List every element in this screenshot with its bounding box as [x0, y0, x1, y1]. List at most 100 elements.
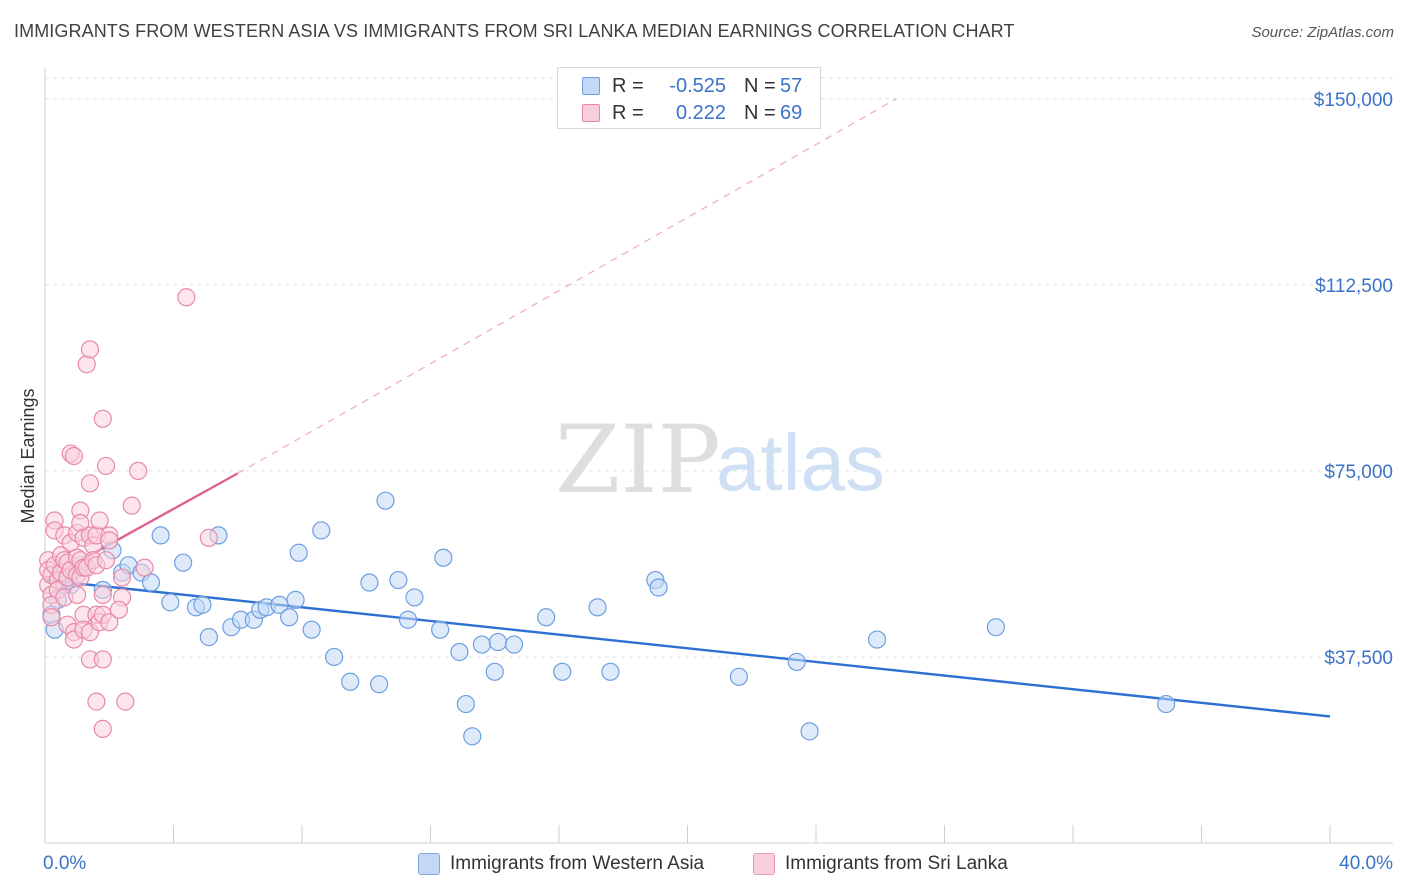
source-label: Source: ZipAtlas.com — [1251, 24, 1394, 41]
chart-title: IMMIGRANTS FROM WESTERN ASIA VS IMMIGRAN… — [14, 21, 1015, 41]
point-western-asia — [360, 573, 379, 592]
point-sri-lanka — [93, 650, 112, 669]
point-western-asia — [312, 521, 331, 540]
bottom-legend-label: Immigrants from Western Asia — [450, 853, 705, 874]
legend-n-label: N = — [744, 101, 776, 124]
point-sri-lanka — [80, 474, 100, 493]
point-sri-lanka — [42, 608, 61, 627]
bottom-legend-western-asia: Immigrants from Western Asia — [418, 852, 704, 876]
point-western-asia — [389, 570, 408, 590]
point-western-asia — [398, 610, 418, 629]
point-western-asia — [787, 652, 806, 672]
axes-layer — [44, 68, 1393, 844]
y-tick-label: $150,000 — [1314, 90, 1393, 111]
legend-swatch-pink — [582, 104, 600, 122]
grid-layer — [45, 77, 1393, 658]
point-sri-lanka — [135, 558, 154, 577]
point-sri-lanka — [129, 461, 148, 481]
point-sri-lanka — [87, 692, 106, 711]
point-sri-lanka — [112, 568, 132, 587]
trend-extension-1 — [237, 98, 897, 474]
point-sri-lanka — [116, 692, 135, 711]
point-western-asia — [986, 618, 1006, 637]
point-sri-lanka — [80, 340, 100, 359]
point-sri-lanka — [109, 600, 128, 619]
point-western-asia — [450, 642, 469, 662]
point-western-asia — [289, 543, 308, 562]
point-western-asia — [488, 632, 508, 652]
point-western-asia — [405, 588, 424, 607]
point-western-asia — [649, 578, 668, 597]
legend-row-western-asia: R = -0.525 N = 57 — [582, 74, 802, 98]
y-tick-label: $112,500 — [1315, 276, 1393, 297]
point-sri-lanka — [100, 531, 119, 550]
point-sri-lanka — [96, 456, 116, 476]
point-sri-lanka — [93, 585, 112, 605]
point-western-asia — [867, 630, 887, 649]
point-sri-lanka — [199, 528, 218, 547]
point-sri-lanka — [93, 409, 112, 428]
legend-n-value: 69 — [780, 101, 803, 124]
point-sri-lanka — [68, 585, 87, 605]
point-western-asia — [174, 553, 193, 572]
correlation-legend: R = -0.525 N = 57 R = 0.222 N = 69 — [557, 67, 821, 129]
point-western-asia — [588, 598, 607, 617]
point-western-asia — [286, 590, 305, 609]
point-sri-lanka — [64, 446, 84, 466]
legend-r-value: -0.525 — [669, 74, 726, 97]
y-axis-label: Median Earnings — [18, 388, 38, 523]
legend-r-value: 0.222 — [675, 101, 726, 124]
point-western-asia — [1157, 694, 1176, 714]
legend-n-value: 57 — [780, 74, 803, 97]
legend-row-sri-lanka: R = 0.222 N = 69 — [582, 101, 802, 125]
point-western-asia — [151, 526, 170, 545]
bottom-legend-label: Immigrants from Sri Lanka — [785, 853, 1008, 874]
point-sri-lanka — [122, 496, 141, 515]
point-western-asia — [370, 675, 389, 694]
legend-r-label: R = — [612, 101, 644, 124]
y-tick-label: $75,000 — [1324, 462, 1393, 483]
point-western-asia — [161, 593, 180, 612]
point-sri-lanka — [177, 288, 196, 307]
point-western-asia — [537, 608, 556, 627]
watermark-atlas: atlas — [716, 418, 885, 507]
point-western-asia — [302, 620, 321, 639]
point-western-asia — [485, 662, 504, 681]
legend-n-label: N = — [744, 74, 776, 97]
point-sri-lanka — [90, 511, 109, 530]
point-western-asia — [431, 620, 450, 639]
watermark-zip: ZIP — [555, 406, 721, 515]
point-western-asia — [800, 722, 819, 741]
point-western-asia — [341, 672, 360, 691]
trend-line-0 — [44, 578, 1331, 718]
point-sri-lanka — [96, 551, 116, 570]
point-western-asia — [280, 608, 299, 627]
point-sri-lanka — [77, 355, 96, 374]
point-western-asia — [193, 595, 212, 614]
bottom-legend-swatch-pink — [753, 853, 775, 875]
point-western-asia — [504, 635, 524, 654]
point-western-asia — [325, 647, 344, 667]
point-western-asia — [553, 662, 572, 681]
x-tick-label: 0.0% — [43, 853, 86, 874]
point-sri-lanka — [100, 613, 119, 632]
legend-r-label: R = — [612, 74, 644, 97]
point-western-asia — [472, 635, 491, 654]
point-western-asia — [601, 662, 620, 681]
labels-layer: $37,500 $75,000 $112,500 $150,000 0.0% 40.0% M… — [18, 90, 1393, 874]
point-western-asia — [463, 727, 482, 746]
bottom-legend-swatch-blue — [418, 853, 440, 875]
point-western-asia — [199, 628, 218, 647]
bottom-legend-sri-lanka: Immigrants from Sri Lanka — [753, 852, 1008, 876]
watermark: ZIP atlas — [555, 406, 885, 515]
point-western-asia — [456, 694, 475, 714]
point-western-asia — [729, 667, 749, 686]
legend-swatch-blue — [582, 77, 600, 95]
point-sri-lanka — [93, 719, 112, 738]
x-tick-label: 40.0% — [1339, 853, 1393, 874]
point-western-asia — [434, 548, 453, 567]
point-western-asia — [376, 491, 395, 510]
y-tick-label: $37,500 — [1324, 648, 1393, 669]
points-layer — [39, 288, 1176, 746]
